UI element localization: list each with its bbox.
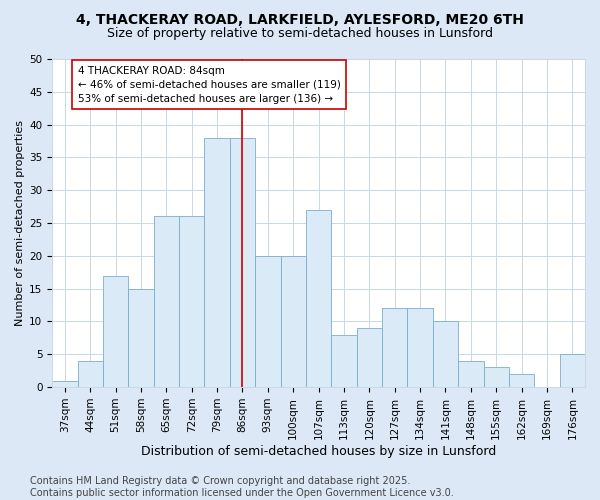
Bar — [77, 361, 103, 387]
Y-axis label: Number of semi-detached properties: Number of semi-detached properties — [15, 120, 25, 326]
Bar — [331, 334, 356, 387]
Bar — [306, 210, 331, 387]
Bar — [356, 328, 382, 387]
Bar — [154, 216, 179, 387]
Bar — [255, 256, 281, 387]
X-axis label: Distribution of semi-detached houses by size in Lunsford: Distribution of semi-detached houses by … — [141, 444, 496, 458]
Text: Contains HM Land Registry data © Crown copyright and database right 2025.
Contai: Contains HM Land Registry data © Crown c… — [30, 476, 454, 498]
Bar — [458, 361, 484, 387]
Bar — [179, 216, 205, 387]
Text: 4, THACKERAY ROAD, LARKFIELD, AYLESFORD, ME20 6TH: 4, THACKERAY ROAD, LARKFIELD, AYLESFORD,… — [76, 12, 524, 26]
Bar — [382, 308, 407, 387]
Bar — [433, 322, 458, 387]
Bar — [407, 308, 433, 387]
Bar — [281, 256, 306, 387]
Bar — [205, 138, 230, 387]
Text: Size of property relative to semi-detached houses in Lunsford: Size of property relative to semi-detach… — [107, 28, 493, 40]
Bar — [230, 138, 255, 387]
Bar — [52, 380, 77, 387]
Bar — [128, 288, 154, 387]
Bar — [484, 368, 509, 387]
Bar — [509, 374, 534, 387]
Bar — [560, 354, 585, 387]
Bar — [103, 276, 128, 387]
Text: 4 THACKERAY ROAD: 84sqm
← 46% of semi-detached houses are smaller (119)
53% of s: 4 THACKERAY ROAD: 84sqm ← 46% of semi-de… — [77, 66, 340, 104]
